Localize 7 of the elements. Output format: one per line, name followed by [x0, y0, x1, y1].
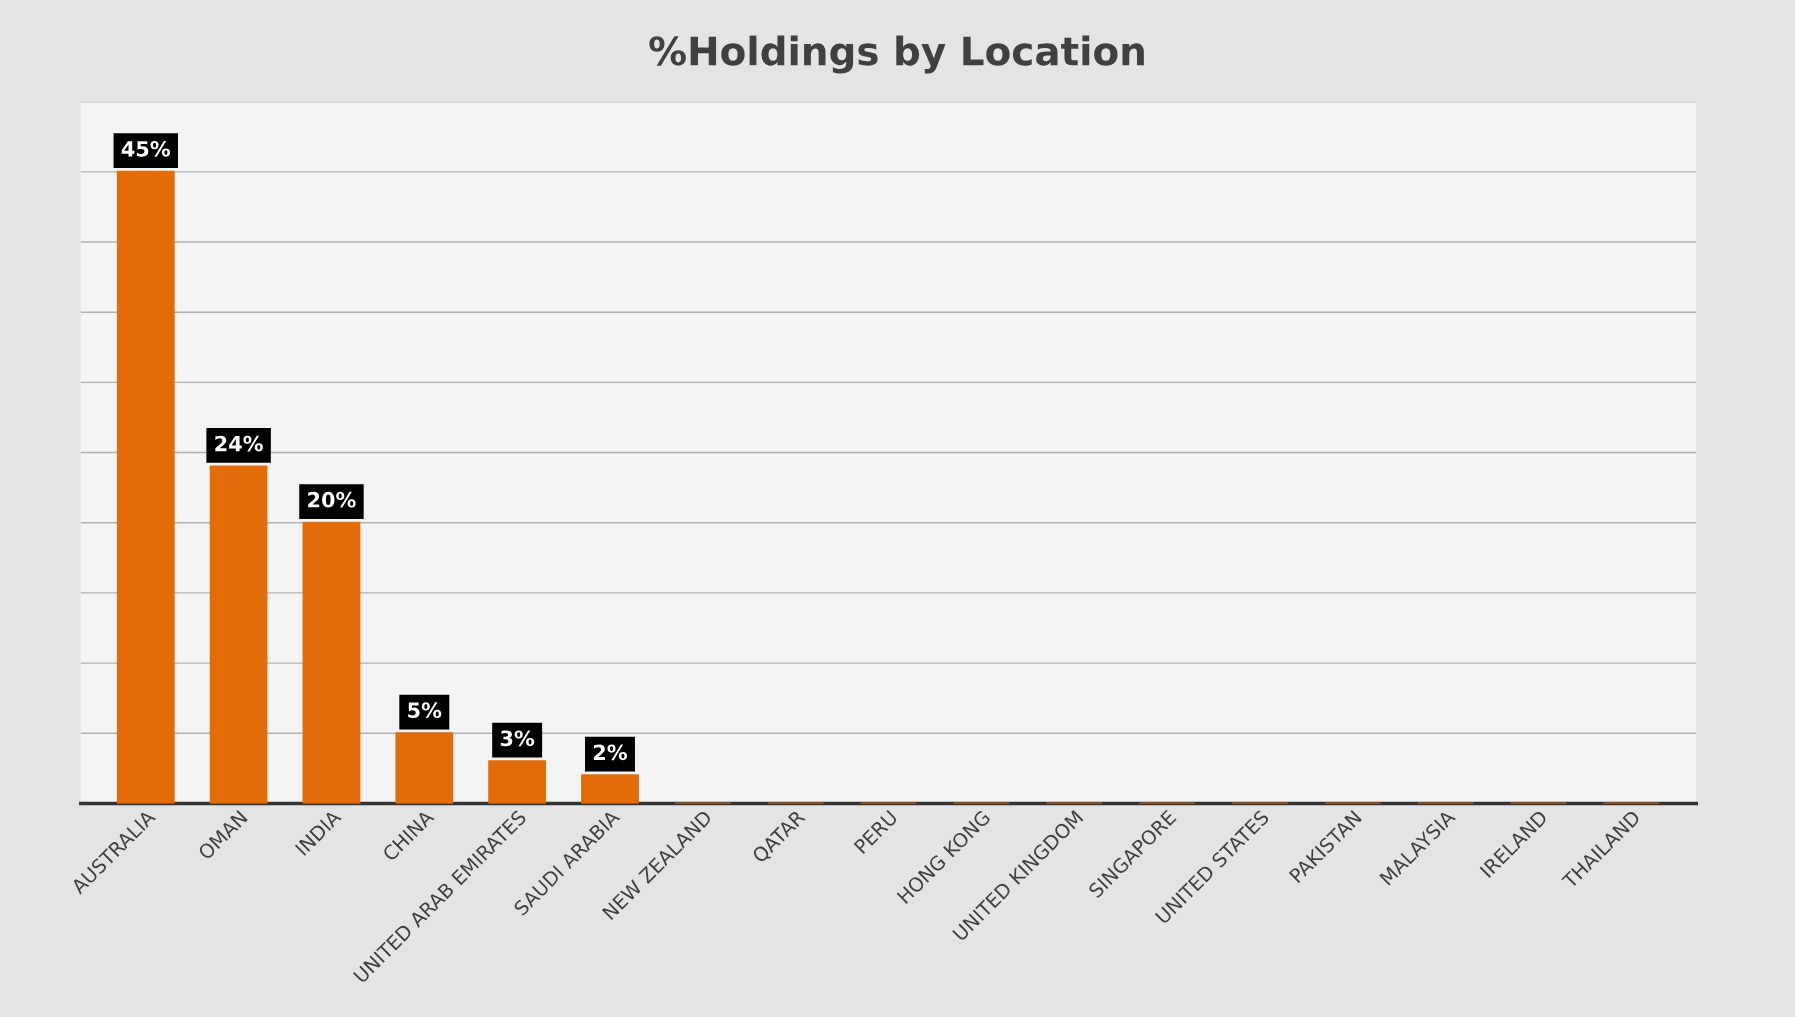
- data-label: 24%: [215, 435, 263, 452]
- data-label: 3%: [500, 730, 535, 747]
- chart-title: %Holdings by Location: [649, 35, 1144, 74]
- data-label: 2%: [593, 744, 628, 761]
- data-label: 45%: [121, 140, 171, 157]
- data-label: 20%: [308, 491, 356, 508]
- data-label: 5%: [408, 702, 442, 719]
